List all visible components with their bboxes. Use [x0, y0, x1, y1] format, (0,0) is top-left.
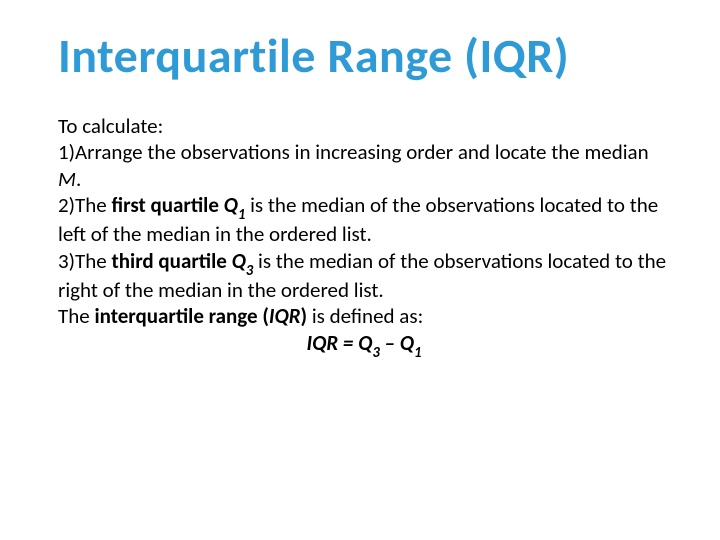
formula-mid: – Q — [380, 330, 414, 356]
intro-line: To calculate: — [58, 113, 670, 139]
def-bold: interquartile range ( — [94, 303, 268, 329]
def-b: is defined as: — [307, 303, 423, 329]
step2-sub: 1 — [238, 205, 245, 223]
formula-sub1: 1 — [414, 343, 421, 361]
step3-q: Q — [232, 248, 246, 274]
slide-title: Interquartile Range (IQR) — [58, 26, 670, 85]
slide-container: Interquartile Range (IQR) To calculate: … — [0, 0, 720, 540]
step1-text-a: 1)Arrange the observations in increasing… — [58, 139, 649, 165]
step-3: 3)The third quartile Q3 is the median of… — [58, 248, 670, 304]
definition-line: The interquartile range (IQR) is defined… — [58, 303, 670, 329]
formula-sub3: 3 — [372, 343, 379, 361]
step3-bold: third quartile Q3 — [111, 248, 253, 274]
formula-iqr: IQR = Q — [307, 330, 373, 356]
step2-bold: first quartile Q1 — [111, 192, 245, 218]
step3-bold-text: third quartile — [111, 248, 231, 274]
step2-q: Q — [224, 192, 238, 218]
step3-sub: 3 — [246, 261, 253, 279]
step1-text-b: . — [76, 166, 81, 192]
step1-median-m: M — [58, 166, 76, 192]
def-iqr: IQR — [269, 303, 301, 329]
def-bold-wrap: interquartile range (IQR) — [94, 303, 307, 329]
slide-body: To calculate: 1)Arrange the observations… — [58, 113, 670, 359]
step2-text-a: 2)The — [58, 192, 111, 218]
step-1: 1)Arrange the observations in increasing… — [58, 139, 670, 192]
def-a: The — [58, 303, 94, 329]
step-2: 2)The first quartile Q1 is the median of… — [58, 192, 670, 248]
formula: IQR = Q3 – Q1 — [58, 330, 670, 360]
step2-bold-text: first quartile — [111, 192, 223, 218]
step3-text-a: 3)The — [58, 248, 111, 274]
